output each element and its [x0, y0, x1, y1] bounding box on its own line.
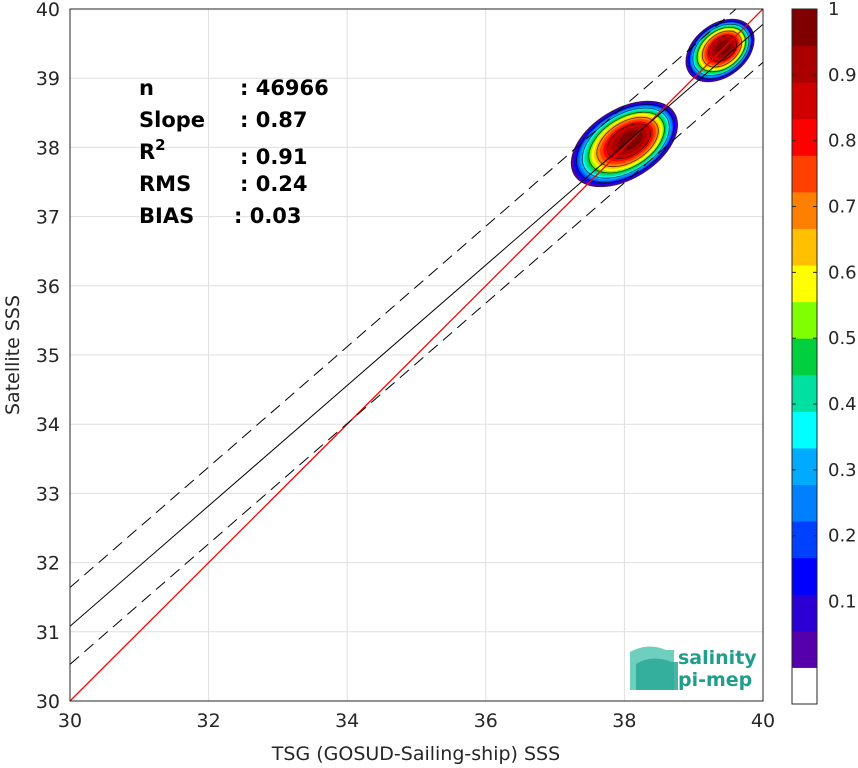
colorbar-tick-label: 0.4 [828, 394, 857, 415]
colorbar-band [792, 521, 817, 559]
stat-label: BIAS [139, 204, 194, 228]
colorbar-tick-label: 0.3 [828, 460, 857, 481]
y-tick-label: 34 [36, 414, 60, 436]
stat-label: Slope [139, 108, 205, 132]
stat-value: : 0.87 [240, 108, 308, 132]
x-tick-label: 34 [335, 710, 359, 732]
colorbar-band [792, 557, 817, 595]
colorbar-band [792, 630, 817, 668]
stat-label: RMS [139, 172, 191, 196]
plot-frame [69, 8, 764, 702]
colorbar-band [792, 301, 817, 339]
stat-value: : 0.91 [240, 145, 308, 169]
colorbar-band [792, 191, 817, 229]
y-tick-label: 32 [36, 553, 60, 575]
x-tick-labels: 30 32 34 36 38 40 [58, 710, 775, 732]
colorbar-band [792, 411, 817, 449]
y-tick-label: 31 [36, 622, 60, 644]
colorbar-band [792, 594, 817, 632]
y-tick-label: 33 [36, 483, 60, 505]
stat-value: : 46966 [240, 76, 329, 100]
x-tick-label: 30 [58, 710, 82, 732]
y-axis-label: Satellite SSS [2, 295, 24, 415]
colorbar-band [792, 155, 817, 193]
colorbar-tick-label: 0.7 [828, 197, 857, 218]
x-axis-label: TSG (GOSUD-Sailing-ship) SSS [271, 743, 560, 765]
colorbar-band [792, 484, 817, 522]
colorbar-band [792, 228, 817, 266]
stat-value: : 0.24 [240, 172, 308, 196]
colorbar-frame [791, 8, 818, 705]
x-tick-label: 38 [612, 710, 636, 732]
x-tick-label: 32 [197, 710, 221, 732]
colorbar-tick-label: 0.6 [828, 262, 857, 283]
regression-band-line [70, 9, 737, 588]
y-tick-label: 35 [36, 345, 60, 367]
x-tick-label: 40 [751, 710, 775, 732]
regression-line [70, 23, 763, 627]
stat-label: n [139, 76, 154, 100]
colorbar-tick-label: 0.8 [828, 131, 857, 152]
y-tick-labels: 30 31 32 33 34 35 36 37 38 39 40 [36, 0, 60, 713]
y-tick-label: 39 [36, 68, 60, 90]
logo-line1: salinity [678, 647, 757, 669]
colorbar-band [792, 447, 817, 486]
regression-band-line [70, 61, 763, 665]
colorbar-tick-label: 1 [828, 0, 839, 20]
colorbar-band [792, 338, 817, 376]
colorbar-band [792, 45, 817, 83]
colorbar-tick-label: 0.1 [828, 592, 857, 613]
logo-wave-icon-front [636, 658, 678, 690]
colorbar: 0.1 0.2 0.3 0.4 0.5 0.6 0.7 0.8 0.9 1 [791, 0, 857, 705]
colorbar-tick-label: 0.2 [828, 526, 857, 547]
grid-lines [70, 9, 763, 701]
reference-lines [70, 9, 763, 701]
colorbar-band [792, 82, 817, 120]
y-tick-label: 36 [36, 276, 60, 298]
colorbar-band [792, 118, 817, 156]
colorbar-band [792, 667, 817, 705]
colorbar-band [792, 9, 817, 47]
colorbar-band [792, 374, 817, 412]
stat-value: : 0.03 [234, 204, 302, 228]
stat-superscript: 2 [155, 136, 165, 154]
colorbar-tick-label: 0.5 [828, 328, 857, 349]
y-tick-label: 30 [36, 691, 60, 713]
x-tick-label: 36 [474, 710, 498, 732]
y-tick-label: 37 [36, 207, 60, 229]
y-tick-label: 38 [36, 137, 60, 159]
colorbar-tick-label: 0.9 [828, 65, 857, 86]
y-tick-label: 40 [36, 0, 60, 21]
logo-line2: pi-mep [678, 669, 752, 691]
salinity-pi-mep-logo: salinity pi-mep [630, 646, 757, 691]
colorbar-band [792, 265, 817, 303]
